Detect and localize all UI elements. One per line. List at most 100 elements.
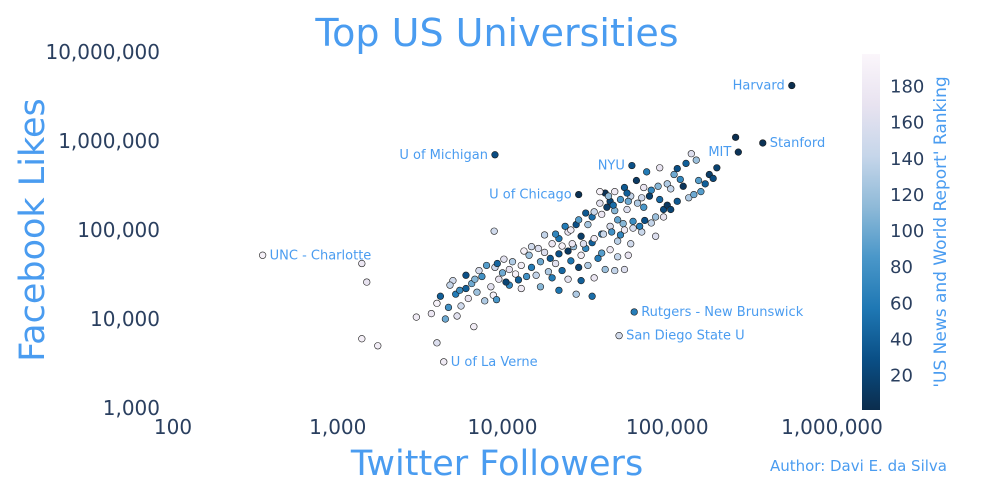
- data-point: [645, 192, 654, 200]
- data-point: [567, 226, 575, 234]
- x-tick-label: 100,000: [626, 415, 709, 439]
- data-point: [636, 222, 644, 230]
- data-point: [663, 180, 671, 188]
- point-annotation: U of La Verne: [451, 355, 538, 370]
- x-tick-label: 1,000: [309, 415, 366, 439]
- data-point: [611, 266, 619, 275]
- data-point: [654, 182, 662, 190]
- data-point: [564, 275, 572, 283]
- data-point: [598, 249, 606, 257]
- data-point: [568, 240, 576, 248]
- colorbar-tick-label: 120: [890, 185, 924, 206]
- data-point: [596, 188, 604, 196]
- point-annotation: Rutgers - New Brunswick: [641, 305, 804, 320]
- data-point: [551, 230, 560, 238]
- data-point: [471, 275, 479, 283]
- data-point: [444, 303, 453, 312]
- data-point: [536, 258, 545, 266]
- data-point: [579, 240, 588, 248]
- data-point: [441, 315, 449, 323]
- x-axis-title: Twitter Followers: [350, 444, 643, 484]
- data-point: [599, 230, 608, 238]
- y-tick-label: 10,000: [90, 307, 160, 331]
- data-point: [596, 199, 604, 207]
- data-point: [690, 190, 698, 199]
- data-point: [532, 271, 540, 279]
- colorbar-tick-label: 80: [890, 257, 913, 278]
- data-point: [652, 213, 660, 221]
- x-axis-ticks: 100 1,000 10,000 100,000 1,000,000: [154, 415, 883, 439]
- data-point: [561, 222, 569, 230]
- colorbar-tick-label: 180: [890, 77, 924, 98]
- data-point: [734, 148, 742, 156]
- x-tick-label: 10,000: [468, 415, 538, 439]
- data-point: [558, 266, 566, 275]
- data-point: [594, 254, 602, 262]
- data-point: [695, 176, 703, 185]
- data-point: [427, 309, 435, 318]
- data-point: [633, 199, 642, 207]
- data-point: [584, 220, 592, 229]
- data-point: [457, 302, 465, 310]
- data-point: [548, 240, 556, 248]
- data-point: [685, 194, 693, 202]
- data-point: [624, 197, 632, 205]
- data-point: [638, 194, 646, 202]
- data-point: [615, 332, 623, 340]
- data-point: [462, 284, 470, 293]
- data-point: [482, 261, 491, 270]
- data-point: [527, 243, 536, 251]
- colorbar-title: 'US News and World Report' Ranking: [931, 76, 951, 387]
- point-annotation: UNC - Charlotte: [270, 248, 372, 263]
- data-point: [522, 272, 531, 281]
- point-annotation: U of Chicago: [489, 188, 572, 203]
- data-point: [577, 232, 585, 240]
- data-point: [643, 168, 651, 176]
- data-point: [500, 255, 508, 263]
- data-point: [558, 242, 566, 250]
- data-point: [606, 246, 614, 254]
- data-point: [577, 251, 585, 259]
- data-point: [601, 265, 609, 274]
- colorbar-tick-label: 160: [890, 113, 924, 134]
- data-point: [564, 247, 572, 255]
- data-point: [616, 231, 625, 239]
- colorbar: 20 40 60 80 100 120 140 160 180 'US News and Wor…: [862, 54, 951, 410]
- data-point: [627, 240, 635, 248]
- data-point: [363, 278, 371, 286]
- data-point: [670, 170, 678, 179]
- data-point: [709, 174, 717, 182]
- data-point: [505, 265, 513, 274]
- data-point: [604, 192, 613, 200]
- data-point: [491, 151, 499, 159]
- data-point: [555, 286, 563, 294]
- colorbar-tick-label: 140: [890, 149, 924, 170]
- colorbar-gradient: [862, 54, 880, 410]
- point-annotation: NYU: [598, 159, 625, 174]
- point-annotation: San Diego State U: [626, 329, 745, 344]
- author-credit: Author: Davi E. da Silva: [770, 457, 947, 475]
- colorbar-tick-label: 40: [890, 330, 913, 351]
- data-point: [620, 265, 629, 274]
- x-tick-label: 1,000,000: [781, 415, 883, 439]
- data-point: [575, 263, 583, 271]
- data-point: [456, 286, 464, 294]
- point-annotation: MIT: [708, 145, 731, 160]
- data-point: [603, 203, 611, 211]
- data-point: [692, 156, 700, 164]
- data-point: [582, 209, 590, 217]
- data-point: [374, 342, 382, 350]
- data-point: [527, 263, 536, 271]
- data-point: [679, 182, 687, 190]
- data-point: [540, 248, 549, 257]
- data-point: [525, 251, 533, 259]
- data-point: [473, 288, 481, 296]
- data-point: [632, 176, 641, 185]
- data-point: [667, 205, 675, 214]
- data-point: [567, 257, 575, 265]
- data-point: [676, 175, 684, 184]
- y-tick-label: 1,000,000: [58, 129, 160, 153]
- data-point: [511, 270, 520, 278]
- data-point: [616, 195, 625, 204]
